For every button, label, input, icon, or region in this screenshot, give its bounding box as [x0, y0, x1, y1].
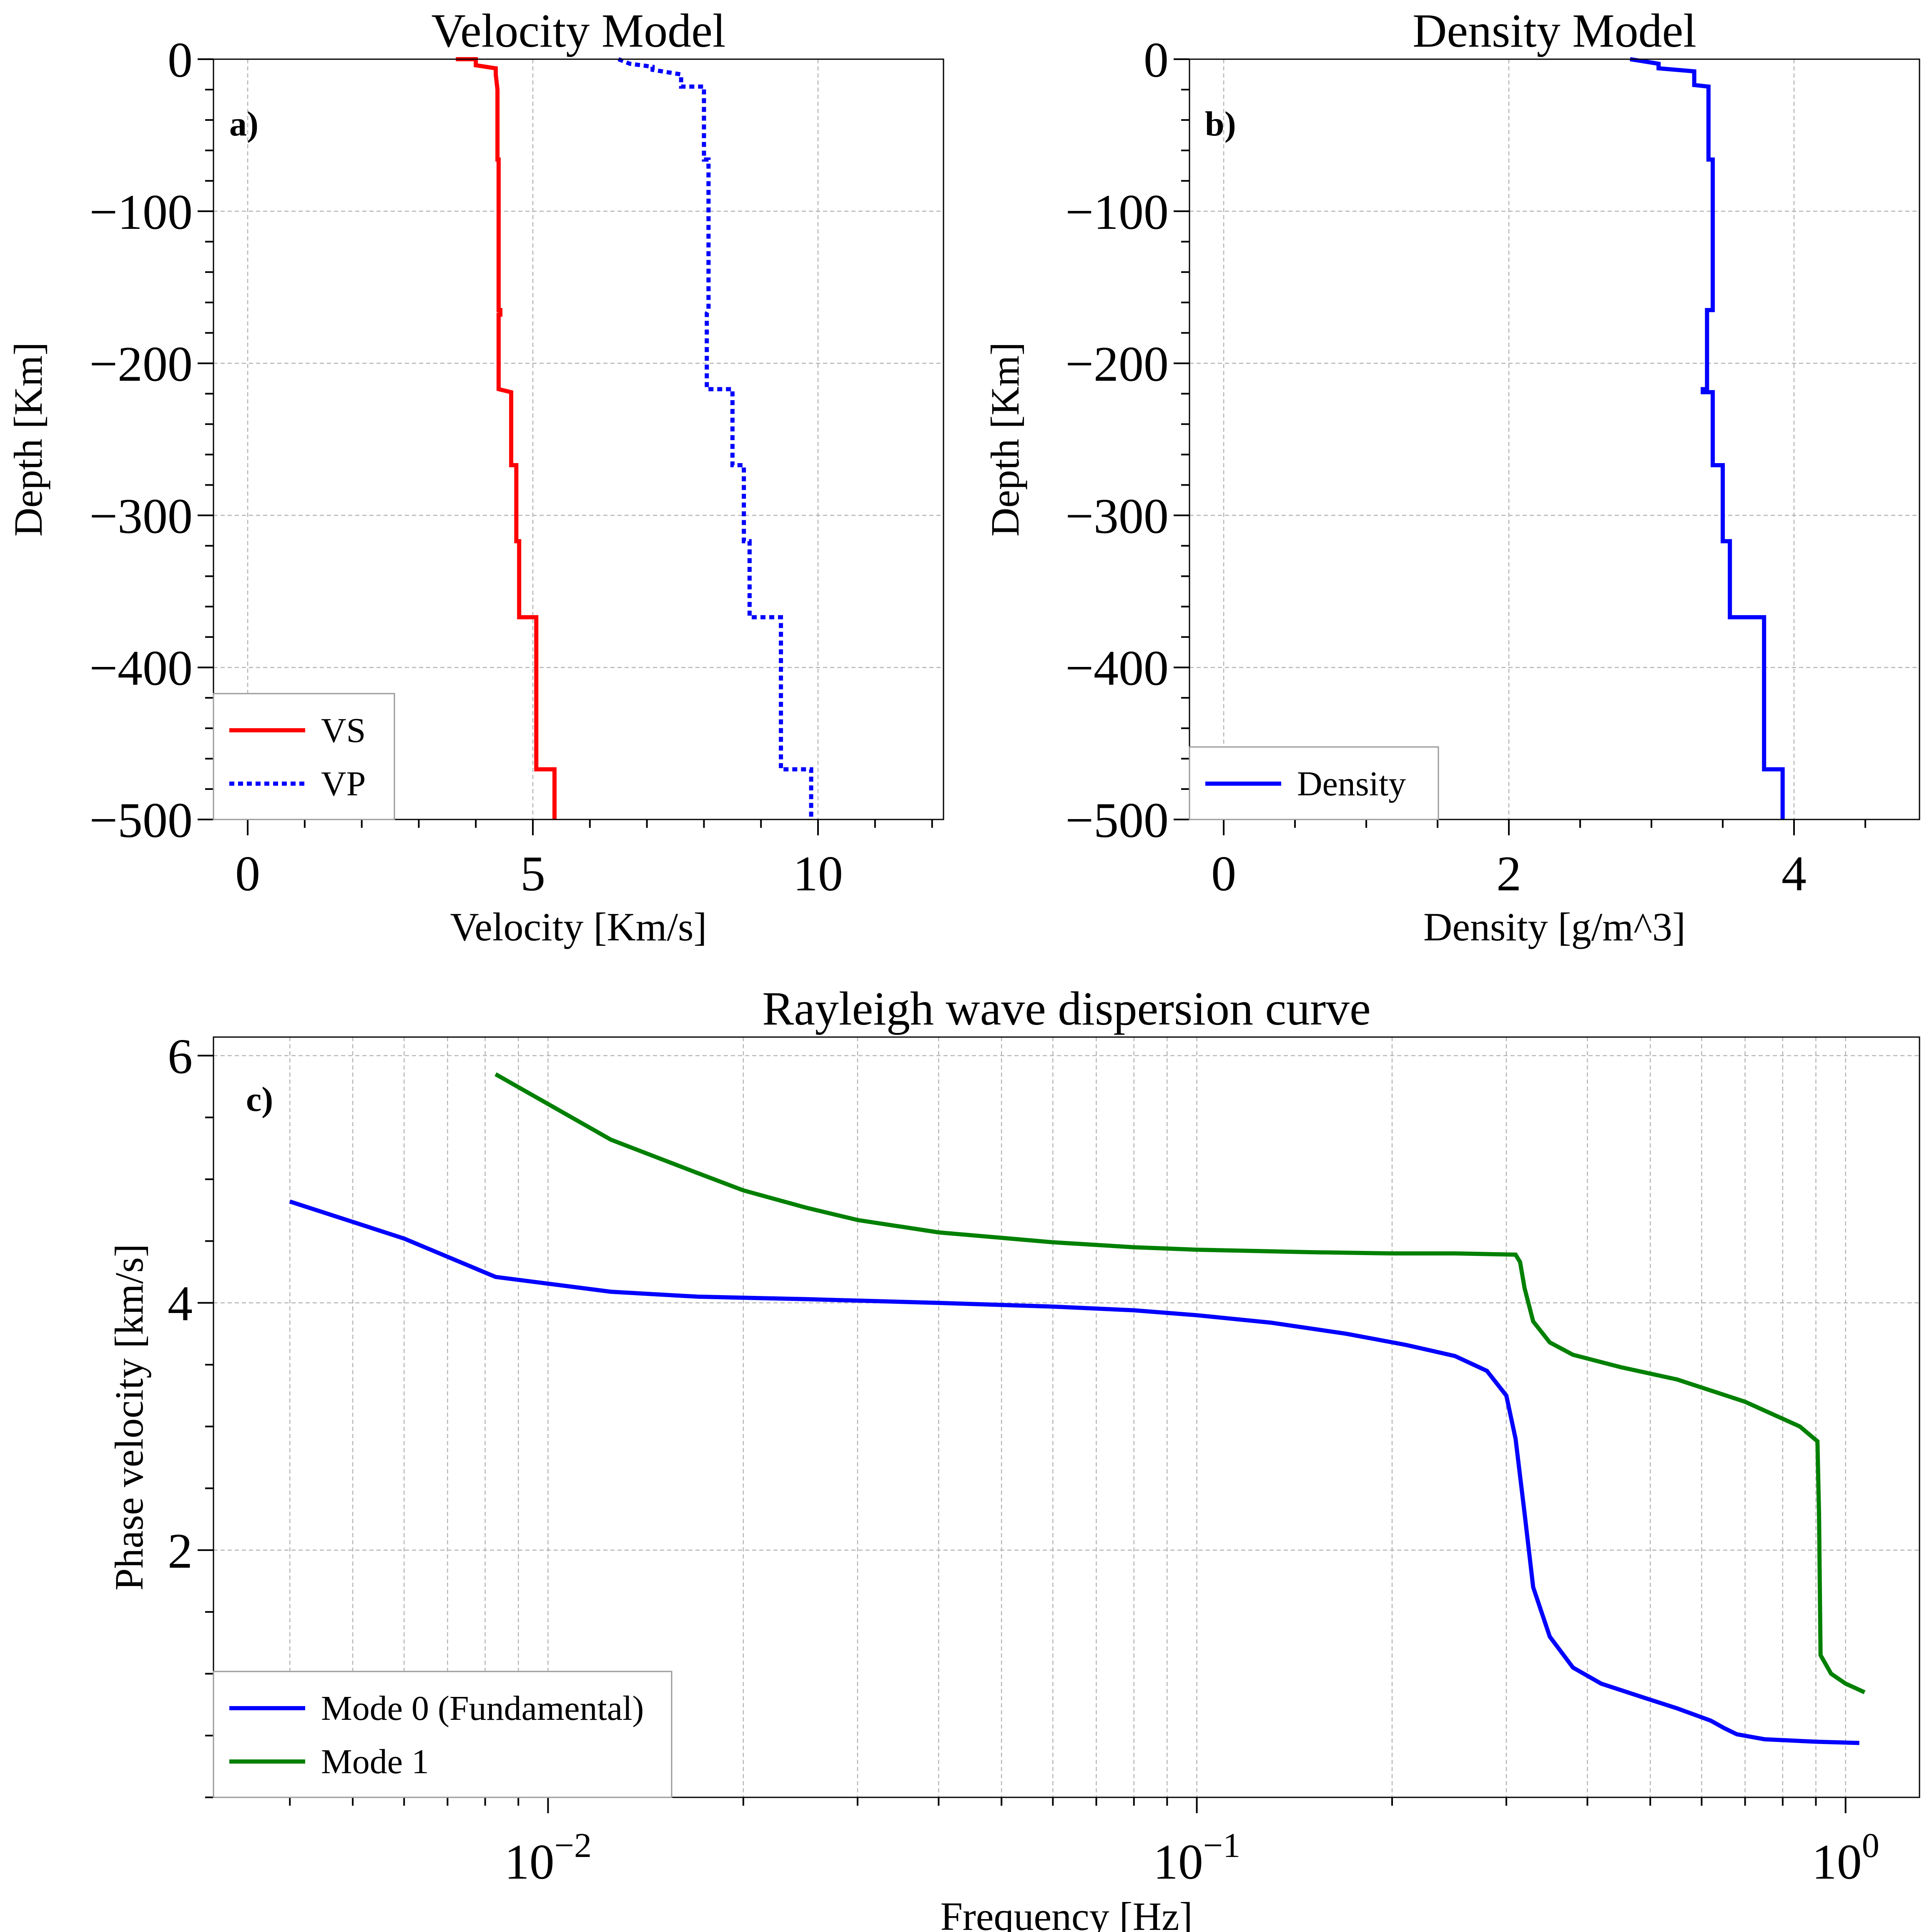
chart-title: Density Model	[1413, 4, 1696, 57]
y-tick-label: −400	[1065, 640, 1169, 696]
plot-frame	[213, 1036, 1920, 1798]
y-axis-label: Depth [Km]	[983, 342, 1027, 537]
legend-entry-label: VP	[321, 764, 366, 803]
y-tick-label: −300	[1065, 488, 1169, 544]
series-line-vs	[456, 57, 557, 819]
legend-entry-label: Mode 0 (Fundamental)	[321, 1689, 644, 1728]
series-line-vp	[617, 57, 813, 819]
x-tick-label: 4	[1781, 846, 1807, 901]
y-axis-label: Depth [Km]	[6, 342, 50, 537]
legend-entry-label: Density	[1297, 764, 1406, 803]
chart-title: Rayleigh wave dispersion curve	[762, 982, 1370, 1035]
panel-label: c)	[246, 1080, 273, 1119]
y-tick-label: −100	[89, 184, 193, 240]
velocity-model-panel: 0 −100 −200 −300 −400 −500 0 5 10 Velocity Model V…	[6, 4, 944, 949]
y-tick-label: 6	[168, 1028, 193, 1084]
x-tick-label: 100	[1812, 1826, 1879, 1889]
series-line-mode-0-fundamental-	[289, 1199, 1859, 1745]
y-tick-label: 4	[168, 1276, 193, 1331]
density-model-panel: 0 −100 −200 −300 −400 −500 0 2 4 Density Model Den…	[983, 4, 1920, 949]
y-tick-label: 0	[1144, 32, 1169, 88]
legend-entry-label: VS	[321, 711, 366, 750]
y-tick-label: 0	[168, 32, 193, 88]
panel-label: b)	[1205, 105, 1236, 143]
series-line-density	[1630, 57, 1785, 819]
chart-title: Velocity Model	[431, 4, 725, 57]
y-tick-label: −200	[1065, 336, 1169, 392]
y-tick-label: −300	[89, 488, 193, 544]
x-axis-label: Velocity [Km/s]	[450, 905, 707, 949]
x-tick-label: 0	[235, 846, 260, 901]
series-line-mode-1	[494, 1072, 1866, 1694]
x-tick-label: 2	[1496, 846, 1521, 901]
legend-box	[213, 1671, 672, 1798]
panel-label: a)	[229, 105, 258, 143]
x-tick-label: 10	[793, 846, 843, 901]
x-tick-label: 5	[520, 846, 545, 901]
x-axis-label: Density [g/m^3]	[1423, 905, 1686, 949]
x-tick-label: 0	[1211, 846, 1236, 901]
y-tick-label: −500	[1065, 792, 1169, 848]
legend-entry-label: Mode 1	[321, 1742, 429, 1781]
y-tick-label: −200	[89, 336, 193, 392]
y-tick-label: −500	[89, 792, 193, 848]
plot-frame	[213, 58, 944, 820]
y-axis-label: Phase velocity [km/s]	[107, 1244, 151, 1591]
plot-frame	[1189, 58, 1920, 820]
x-tick-label: 10−2	[504, 1826, 592, 1889]
y-tick-label: 2	[168, 1523, 193, 1579]
y-tick-label: −400	[89, 640, 193, 696]
y-tick-label: −100	[1065, 184, 1169, 240]
dispersion-curve-panel: 2 4 6 10−2 10−1 100 Rayleigh wave dispersion c…	[107, 982, 1920, 1932]
x-axis-label: Frequency [Hz]	[940, 1894, 1192, 1932]
x-tick-label: 10−1	[1153, 1826, 1240, 1889]
legend-box	[213, 693, 395, 820]
